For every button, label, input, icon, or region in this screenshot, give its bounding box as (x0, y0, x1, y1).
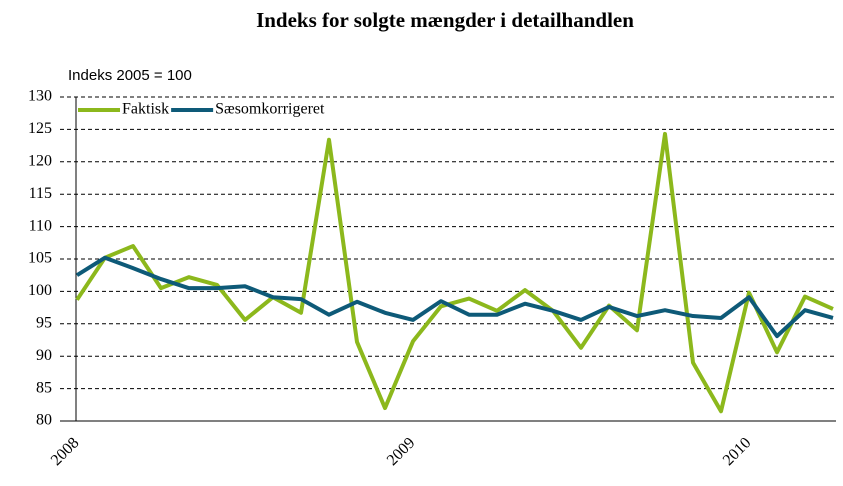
x-tick-label: 2010 (720, 434, 755, 469)
y-tick-label: 85 (36, 379, 52, 396)
y-tick-label: 110 (29, 217, 52, 234)
y-tick-label: 120 (28, 152, 52, 169)
x-tick-label: 2009 (384, 434, 419, 469)
y-tick-label: 100 (28, 282, 52, 299)
legend-label: Sæsomkorrigeret (215, 101, 325, 118)
y-tick-label: 105 (28, 250, 52, 267)
legend-label: Faktisk (122, 101, 169, 118)
line-series (75, 255, 834, 339)
chart-title: Indeks for solgte mængder i detailhandle… (256, 8, 634, 32)
y-tick-label: 125 (28, 120, 52, 137)
x-tick-label: 2008 (48, 434, 83, 469)
y-tick-label: 115 (29, 185, 52, 202)
subtitle: Indeks 2005 = 100 (68, 67, 192, 84)
y-tick-label: 130 (28, 88, 52, 105)
line-series (75, 131, 834, 414)
y-tick-label: 80 (36, 412, 52, 429)
y-tick-label: 95 (36, 314, 52, 331)
y-tick-label: 90 (36, 347, 52, 364)
